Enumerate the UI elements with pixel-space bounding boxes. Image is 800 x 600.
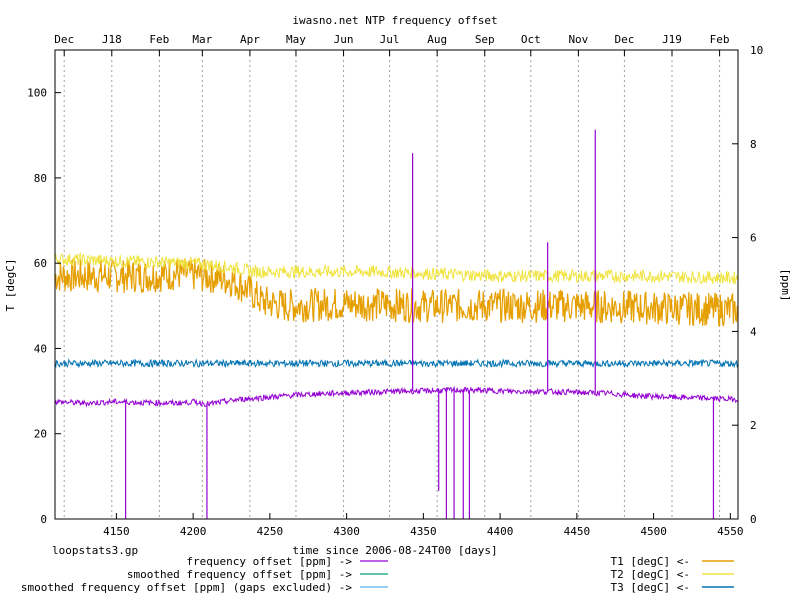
legend-label: frequency offset [ppm] -> — [186, 555, 352, 568]
x-tick-label: 4350 — [410, 525, 437, 538]
month-label: Apr — [240, 33, 260, 46]
y-left-tick-label: 0 — [40, 513, 47, 526]
y-left-label: T [degC] — [4, 259, 17, 312]
month-label: Aug — [427, 33, 447, 46]
y-right-tick-label: 0 — [750, 513, 757, 526]
month-label: J19 — [662, 33, 682, 46]
plot-frame — [54, 49, 739, 520]
month-label: Nov — [568, 33, 588, 46]
month-label: Oct — [521, 33, 541, 46]
y-left-tick-label: 80 — [34, 172, 47, 185]
month-label: Sep — [475, 33, 495, 46]
series-line — [54, 358, 739, 369]
series-layer — [54, 129, 739, 519]
footer-note: loopstats3.gp — [52, 544, 138, 557]
month-label: Dec — [54, 33, 74, 46]
y-left-tick-label: 100 — [27, 87, 47, 100]
month-label: Feb — [710, 33, 730, 46]
x-tick-label: 4400 — [487, 525, 514, 538]
month-label: Mar — [192, 33, 212, 46]
x-axis-label: time since 2006-08-24T00 [days] — [292, 544, 497, 557]
x-tick-label: 4150 — [103, 525, 130, 538]
x-tick-label: 4300 — [333, 525, 360, 538]
y-left-tick-label: 40 — [34, 342, 47, 355]
y-right-tick-label: 4 — [750, 325, 757, 338]
y-right-tick-label: 10 — [750, 44, 763, 57]
month-label: Jul — [380, 33, 400, 46]
month-label: J18 — [102, 33, 122, 46]
y-left-tick-label: 20 — [34, 428, 47, 441]
y-right-tick-label: 6 — [750, 232, 757, 245]
axes: Dec J18 Feb Mar Apr May Jun Jul Aug Sep Oct Nov Dec J… — [27, 33, 763, 538]
series-line — [54, 257, 739, 327]
chart-title: iwasno.net NTP frequency offset — [292, 14, 497, 27]
legend-label: smoothed frequency offset [ppm] (gaps ex… — [21, 581, 353, 594]
x-tick-label: 4200 — [180, 525, 207, 538]
y-left-tick-label: 60 — [34, 257, 47, 270]
x-tick-label: 4550 — [717, 525, 744, 538]
y-right-tick-label: 2 — [750, 419, 757, 432]
y-right-label: [ppm] — [779, 268, 792, 301]
y-right-tick-label: 8 — [750, 138, 757, 151]
legend: frequency offset [ppm] ->smoothed freque… — [21, 555, 734, 594]
month-label: May — [286, 33, 306, 46]
x-tick-label: 4450 — [564, 525, 591, 538]
month-grid — [63, 50, 721, 519]
month-label: Feb — [149, 33, 169, 46]
month-label: Dec — [614, 33, 634, 46]
series-line — [54, 385, 739, 408]
x-tick-label: 4250 — [257, 525, 284, 538]
legend-label: T3 [degC] <- — [611, 581, 690, 594]
month-label: Jun — [334, 33, 354, 46]
legend-label: T2 [degC] <- — [611, 568, 690, 581]
legend-label: smoothed frequency offset [ppm] -> — [127, 568, 353, 581]
legend-label: T1 [degC] <- — [611, 555, 690, 568]
x-tick-label: 4500 — [640, 525, 667, 538]
series-line — [54, 252, 739, 285]
